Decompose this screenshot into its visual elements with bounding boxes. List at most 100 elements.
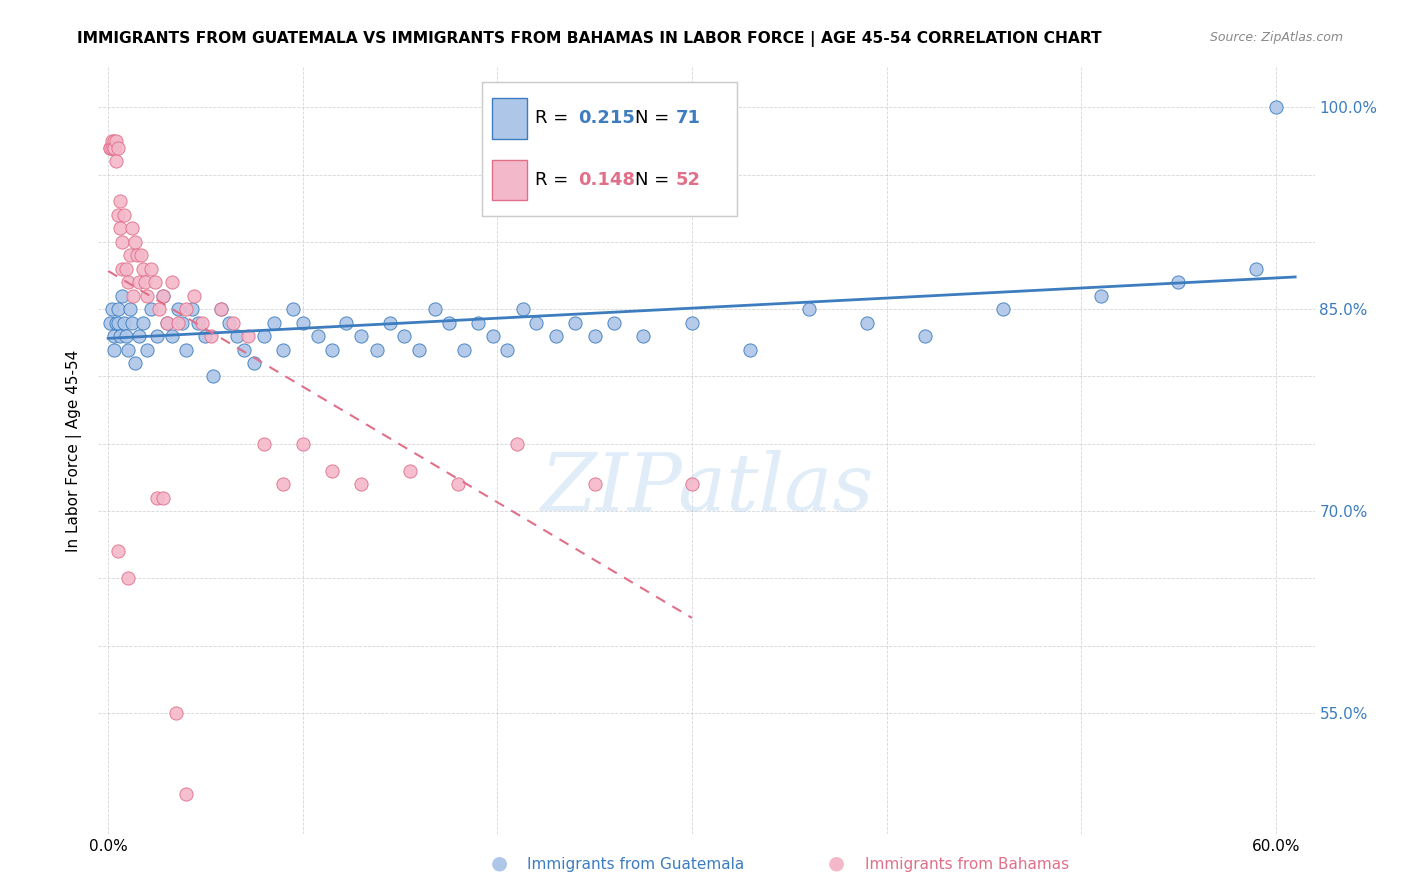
Point	[253, 436, 276, 450]
Point	[482, 329, 505, 343]
Point	[104, 134, 127, 148]
Point	[544, 329, 567, 343]
Point	[101, 141, 124, 155]
Point	[350, 329, 373, 343]
Point	[167, 302, 190, 317]
Point	[101, 134, 124, 148]
Point	[238, 329, 260, 343]
Point	[281, 302, 304, 317]
Y-axis label: In Labor Force | Age 45-54: In Labor Force | Age 45-54	[66, 350, 83, 551]
Text: ●: ●	[491, 854, 508, 872]
Point	[174, 787, 197, 801]
Text: Immigrants from Bahamas: Immigrants from Bahamas	[865, 857, 1069, 872]
Point	[209, 302, 232, 317]
Point	[104, 316, 127, 330]
Text: ●: ●	[828, 854, 845, 872]
Point	[121, 221, 143, 235]
Point	[152, 288, 174, 302]
Point	[321, 464, 343, 478]
Point	[111, 261, 134, 276]
Point	[253, 329, 276, 343]
Point	[271, 343, 294, 357]
Point	[307, 329, 329, 343]
Point	[152, 288, 174, 302]
Point	[155, 316, 177, 330]
Point	[128, 329, 150, 343]
Point	[136, 343, 159, 357]
Point	[218, 316, 240, 330]
Point	[335, 316, 357, 330]
Point	[148, 302, 170, 317]
Point	[506, 436, 529, 450]
Text: ZIPatlas: ZIPatlas	[540, 450, 873, 527]
Point	[132, 261, 155, 276]
Point	[103, 141, 125, 155]
Point	[128, 275, 150, 289]
Point	[136, 288, 159, 302]
Point	[447, 477, 470, 491]
Point	[107, 208, 129, 222]
Point	[187, 316, 209, 330]
Point	[221, 316, 243, 330]
Point	[453, 343, 475, 357]
Point	[108, 221, 131, 235]
Point	[291, 316, 314, 330]
Point	[263, 316, 285, 330]
Point	[107, 544, 129, 558]
Point	[146, 329, 169, 343]
Point	[103, 141, 125, 155]
Point	[183, 288, 205, 302]
Point	[856, 316, 879, 330]
Point	[993, 302, 1015, 317]
Point	[496, 343, 519, 357]
Point	[162, 275, 184, 289]
Point	[98, 316, 121, 330]
Point	[202, 369, 225, 384]
Point	[107, 141, 129, 155]
Point	[603, 316, 626, 330]
Point	[423, 302, 446, 317]
Point	[124, 235, 146, 249]
Point	[524, 316, 547, 330]
Point	[139, 261, 162, 276]
Point	[134, 275, 156, 289]
Point	[408, 343, 430, 357]
Point	[117, 343, 139, 357]
Point	[398, 464, 420, 478]
Point	[633, 329, 655, 343]
Point	[366, 343, 388, 357]
Point	[174, 343, 197, 357]
Point	[103, 329, 125, 343]
Point	[564, 316, 586, 330]
Point	[225, 329, 247, 343]
Point	[108, 194, 131, 209]
Point	[103, 134, 125, 148]
Point	[437, 316, 460, 330]
Point	[1090, 288, 1112, 302]
Point	[194, 329, 217, 343]
Point	[180, 302, 202, 317]
Point	[1244, 261, 1267, 276]
Point	[172, 316, 194, 330]
Point	[350, 477, 373, 491]
Point	[114, 261, 136, 276]
Point	[1167, 275, 1189, 289]
Point	[118, 248, 141, 262]
Point	[512, 302, 534, 317]
Point	[117, 571, 139, 585]
Point	[139, 302, 162, 317]
Point	[129, 248, 152, 262]
Point	[101, 302, 124, 317]
Point	[209, 302, 232, 317]
Point	[112, 208, 135, 222]
Point	[740, 343, 762, 357]
Point	[271, 477, 294, 491]
Text: Immigrants from Guatemala: Immigrants from Guatemala	[527, 857, 745, 872]
Point	[681, 316, 703, 330]
Point	[233, 343, 256, 357]
Point	[107, 316, 129, 330]
Point	[162, 329, 184, 343]
Point	[797, 302, 820, 317]
Text: Source: ZipAtlas.com: Source: ZipAtlas.com	[1209, 31, 1343, 45]
Point	[111, 235, 134, 249]
